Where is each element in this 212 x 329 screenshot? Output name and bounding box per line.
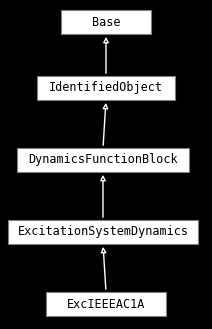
FancyBboxPatch shape xyxy=(8,220,198,244)
FancyBboxPatch shape xyxy=(37,76,175,100)
Text: DynamicsFunctionBlock: DynamicsFunctionBlock xyxy=(28,154,178,166)
Text: ExcitationSystemDynamics: ExcitationSystemDynamics xyxy=(18,225,188,239)
Text: IdentifiedObject: IdentifiedObject xyxy=(49,82,163,94)
FancyBboxPatch shape xyxy=(17,148,189,172)
FancyBboxPatch shape xyxy=(61,10,151,34)
Text: Base: Base xyxy=(92,15,120,29)
Text: ExcIEEEAC1A: ExcIEEEAC1A xyxy=(67,297,145,311)
FancyBboxPatch shape xyxy=(46,292,166,316)
